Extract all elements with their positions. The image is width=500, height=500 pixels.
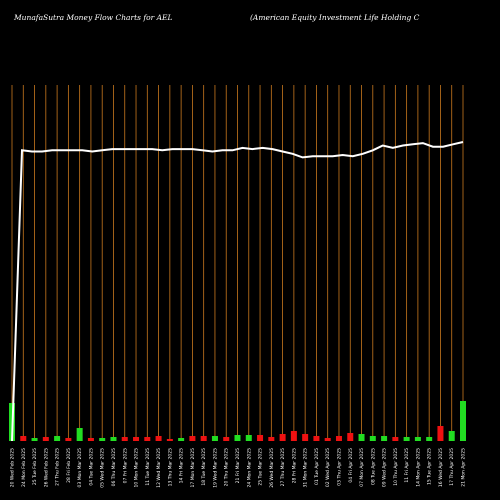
- x-tick-label: 24 Mon Feb 2025: [21, 448, 27, 487]
- x-tick-label: 17 Thu Apr 2025: [449, 448, 455, 486]
- x-tick-label: 03 Mon Mar 2025: [77, 448, 83, 488]
- x-tick-label: 26 Wed Feb 2025: [43, 448, 49, 487]
- x-tick-label: 25 Tue Feb 2025: [32, 448, 38, 485]
- x-tick-label: 26 Wed Mar 2025: [269, 448, 275, 488]
- volume-bar: [223, 437, 230, 441]
- volume-bar: [335, 436, 342, 441]
- x-tick-label: 20 Wed Feb 2025: [10, 448, 16, 487]
- x-tick-label: 12 Wed Mar 2025: [156, 448, 162, 488]
- volume-bar: [76, 428, 83, 441]
- volume-bar: [347, 433, 354, 441]
- x-tick-label: 01 Tue Apr 2025: [314, 448, 320, 485]
- volume-bar: [178, 438, 185, 441]
- x-tick-label: 09 Wed Apr 2025: [382, 448, 388, 487]
- x-tick-label: 10 Thu Apr 2025: [393, 448, 399, 486]
- volume-bar: [268, 437, 275, 441]
- gridlines: [11, 85, 464, 441]
- x-tick-label: 18 Tue Mar 2025: [201, 448, 207, 486]
- x-tick-label: 21 Mon Apr 2025: [461, 448, 467, 487]
- x-tick-label: 21 Fri Mar 2025: [235, 448, 241, 483]
- x-tick-label: 25 Tue Mar 2025: [258, 448, 264, 486]
- x-tick-label: 11 Fri Apr 2025: [404, 448, 410, 483]
- x-tick-label: 15 Tue Apr 2025: [427, 448, 433, 485]
- x-tick-label: 07 Mon Apr 2025: [359, 448, 365, 487]
- chart-title: MunafaSutra Money Flow Charts for AEL: [14, 13, 173, 22]
- company-name: (American Equity Investment Life Holding…: [250, 13, 420, 22]
- x-tick-label: 20 Thu Mar 2025: [224, 448, 230, 487]
- money-flow-line: [11, 141, 464, 442]
- x-tick-label: 27 Thu Feb 2025: [55, 448, 61, 486]
- volume-bar: [437, 426, 444, 441]
- x-tick-label: 24 Mon Mar 2025: [246, 448, 252, 488]
- volume-bar: [369, 436, 376, 441]
- volume-bar: [448, 431, 455, 441]
- x-tick-label: 03 Thu Apr 2025: [336, 448, 342, 486]
- volume-bar: [313, 436, 320, 441]
- volume-bar: [166, 439, 173, 441]
- x-tick-label: 31 Mon Mar 2025: [303, 448, 309, 488]
- volume-bar: [302, 434, 309, 441]
- x-tick-labels: 20 Wed Feb 2025 24 Mon Feb 2025 25 Tue Feb…: [10, 448, 467, 488]
- volume-bar: [381, 436, 388, 441]
- x-tick-label: 04 Tue Mar 2025: [88, 448, 94, 486]
- volume-bar: [324, 438, 331, 441]
- volume-bar: [121, 437, 128, 441]
- x-tick-label: 28 Fri Mar 2025: [291, 448, 297, 483]
- volume-bar: [403, 437, 410, 441]
- x-tick-label: 16 Wed Apr 2025: [438, 448, 444, 487]
- x-tick-label: 05 Wed Mar 2025: [100, 448, 106, 488]
- volume-bar: [31, 438, 38, 441]
- volume-bar: [211, 436, 218, 441]
- volume-bar: [414, 437, 421, 441]
- volume-bar: [155, 436, 162, 441]
- volume-bar: [20, 436, 27, 441]
- volume-bar: [200, 436, 207, 441]
- volume-bar: [65, 438, 72, 441]
- volume-bar: [144, 437, 151, 441]
- volume-bar: [99, 438, 106, 441]
- x-tick-label: 14 Fri Mar 2025: [179, 448, 185, 483]
- x-tick-label: 04 Fri Apr 2025: [348, 448, 354, 483]
- volume-bar: [234, 435, 241, 441]
- x-tick-label: 14 Mon Apr 2025: [415, 448, 421, 487]
- x-tick-label: 10 Mon Mar 2025: [134, 448, 140, 488]
- volume-bar: [460, 401, 466, 441]
- volume-bar: [257, 435, 264, 441]
- x-tick-label: 27 Thu Mar 2025: [280, 448, 286, 487]
- volume-bar: [54, 436, 61, 441]
- volume-bar: [426, 437, 433, 441]
- x-tick-label: 17 Mon Mar 2025: [190, 448, 196, 488]
- x-tick-label: 07 Fri Mar 2025: [122, 448, 128, 483]
- x-tick-label: 28 Fri Feb 2025: [66, 448, 72, 483]
- x-tick-label: 06 Thu Mar 2025: [111, 448, 117, 487]
- x-tick-label: 19 Wed Mar 2025: [212, 448, 218, 488]
- x-tick-label: 11 Tue Mar 2025: [145, 448, 151, 486]
- volume-bar: [290, 431, 297, 441]
- x-tick-label: 02 Wed Apr 2025: [325, 448, 331, 487]
- volume-bar: [133, 437, 140, 441]
- volume-bar: [87, 438, 94, 441]
- x-tick-label: 08 Tue Apr 2025: [370, 448, 376, 485]
- volume-bar: [392, 437, 399, 441]
- x-tick-label: 13 Thu Mar 2025: [167, 448, 173, 487]
- volume-bar: [245, 435, 252, 441]
- volume-bar: [110, 437, 117, 441]
- volume-bar: [279, 434, 286, 441]
- volume-bar: [358, 434, 365, 441]
- volume-bar: [42, 437, 49, 441]
- volume-bar: [189, 436, 196, 441]
